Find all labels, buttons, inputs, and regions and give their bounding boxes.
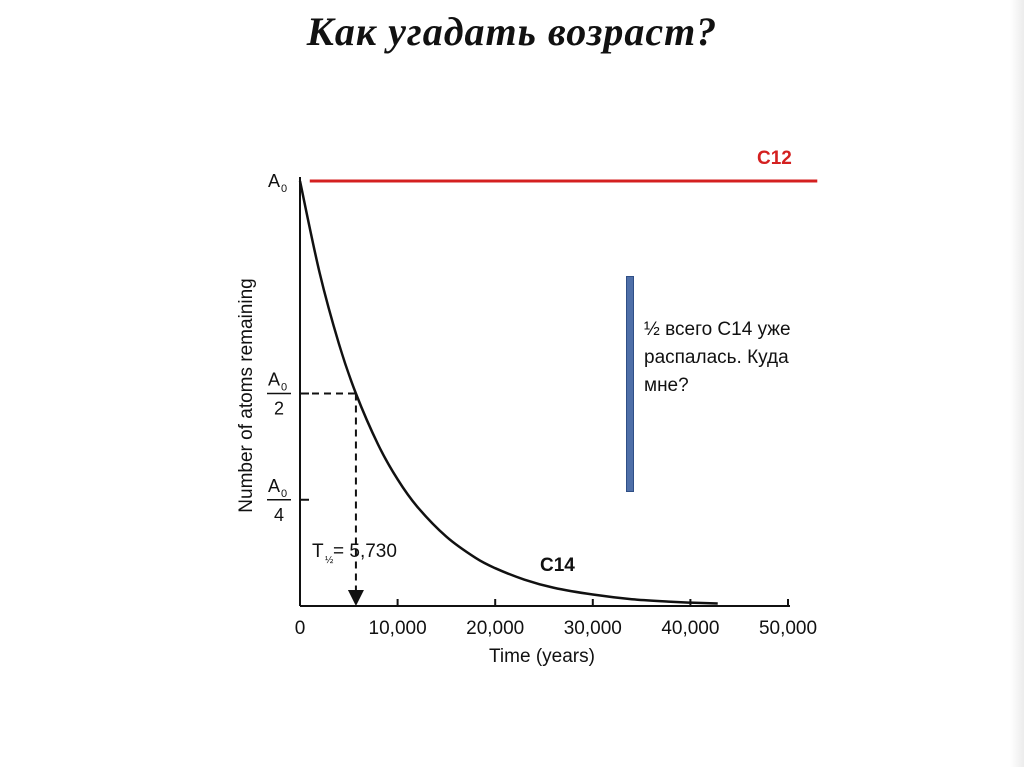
x-tick-label: 50,000 <box>759 618 817 639</box>
x-tick-label: 0 <box>295 618 306 639</box>
y-tick-numerator: A <box>268 370 280 390</box>
half-life-value: = 5,730 <box>333 541 397 562</box>
y-tick-label: A 0 4 <box>267 476 291 525</box>
y-tick-numerator: A <box>268 171 280 191</box>
slide-edge-shadow <box>1010 0 1024 767</box>
half-life-guides <box>300 392 364 606</box>
half-life-prefix: T <box>312 541 324 562</box>
chart-labels: 0 10,000 20,000 30,000 40,000 50,000 Time (yea… <box>236 148 817 667</box>
slide-title: Как угадать возраст? <box>306 9 718 54</box>
x-tick-label: 30,000 <box>564 618 622 639</box>
x-axis-label: Time (years) <box>489 646 595 667</box>
y-tick-denominator: 2 <box>274 399 284 419</box>
half-life-subscript: ½ <box>325 555 334 566</box>
x-tick-label: 10,000 <box>369 618 427 639</box>
y-axis-label: Number of atoms remaining <box>236 278 257 512</box>
y-tick-denominator: 4 <box>274 505 284 525</box>
c12-series-label: C12 <box>757 148 792 169</box>
c14-series-label: C14 <box>540 555 575 576</box>
x-tick-label: 40,000 <box>661 618 719 639</box>
y-tick-label: A 0 2 <box>267 370 291 419</box>
y-tick-subscript: 0 <box>281 382 287 394</box>
x-tick-label: 20,000 <box>466 618 524 639</box>
note-text: ½ всего С14 уже распалась. Куда мне? <box>644 319 791 396</box>
y-tick-numerator: A <box>268 476 280 496</box>
series <box>298 179 818 605</box>
note-accent-bar <box>626 276 634 492</box>
c14-series-curve <box>298 180 718 605</box>
y-tick-subscript: 0 <box>281 488 287 500</box>
y-tick-subscript: 0 <box>281 183 287 195</box>
